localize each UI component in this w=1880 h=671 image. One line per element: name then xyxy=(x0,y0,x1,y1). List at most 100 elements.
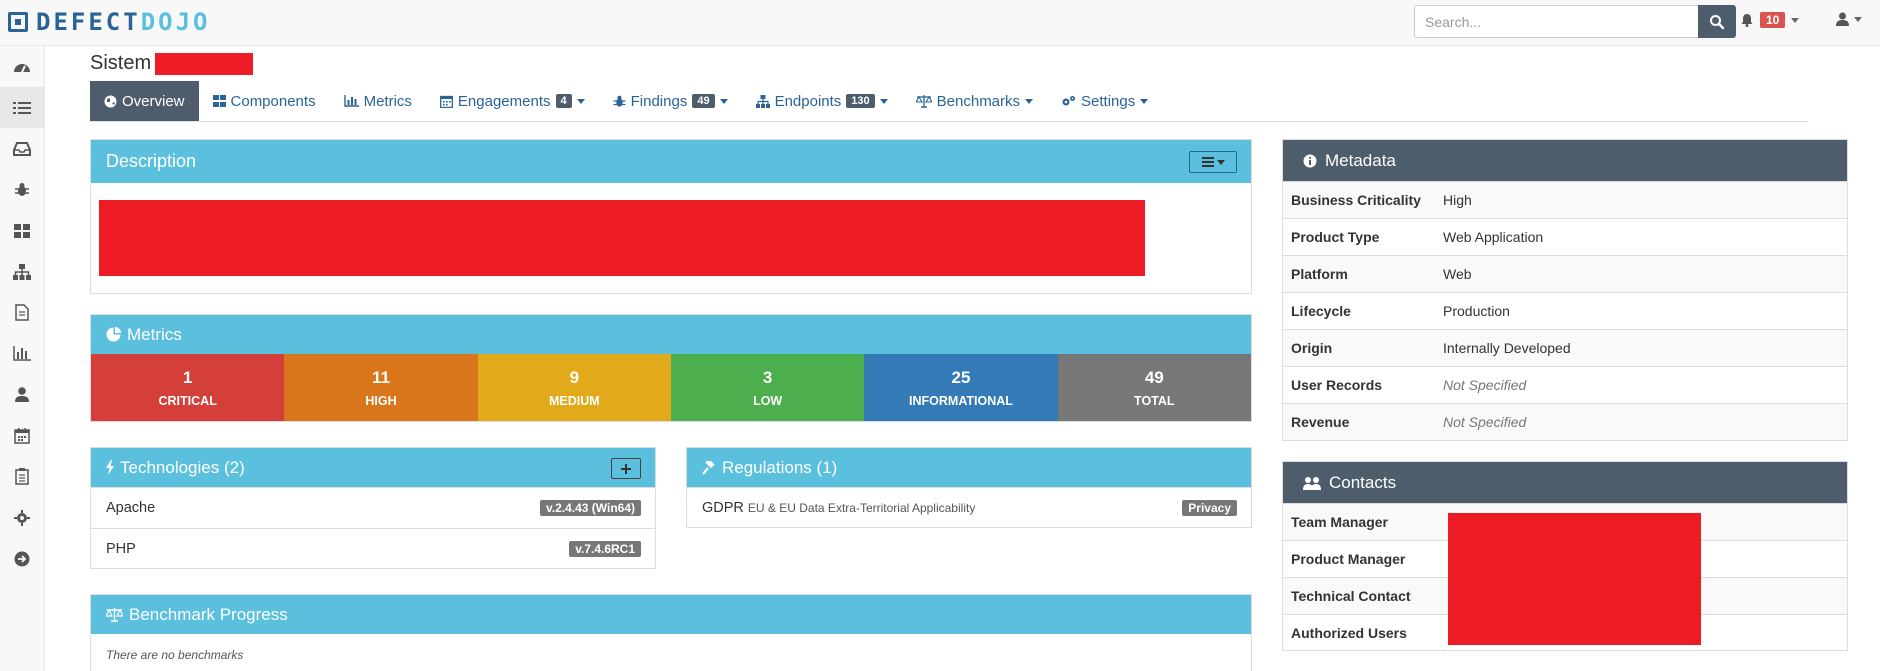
tab-label: Overview xyxy=(122,92,185,110)
technology-row[interactable]: Apache v.2.4.43 (Win64) xyxy=(91,487,655,528)
redacted-block xyxy=(155,52,254,75)
sidebar-item-reports[interactable] xyxy=(0,292,44,333)
technology-row[interactable]: PHP v.7.4.6RC1 xyxy=(91,528,655,569)
metadata-key: Lifecycle xyxy=(1291,303,1351,319)
benchmark-progress-panel: Benchmark Progress There are no benchmar… xyxy=(90,594,1252,671)
bar-chart-icon xyxy=(13,346,31,361)
arrow-right-circle-icon xyxy=(14,551,30,566)
calendar-icon xyxy=(439,95,453,108)
list-icon xyxy=(13,101,31,114)
bars-icon xyxy=(1201,157,1214,167)
calendar-icon xyxy=(14,427,30,444)
sidebar-item-products[interactable] xyxy=(0,87,44,128)
regulation-name: GDPR xyxy=(702,500,744,516)
notification-count-badge: 10 xyxy=(1760,12,1786,28)
engagements-count-badge: 4 xyxy=(555,94,572,108)
tab-label: Endpoints xyxy=(774,92,842,110)
tab-findings[interactable]: Findings 49 xyxy=(599,81,742,121)
notifications-menu[interactable]: 10 xyxy=(1740,12,1800,28)
search-form xyxy=(1414,5,1736,38)
sidebar-item-inbox[interactable] xyxy=(0,128,44,169)
findings-count-badge: 49 xyxy=(692,94,715,108)
sidebar-item-dashboard[interactable] xyxy=(0,46,44,87)
contacts-panel: Contacts Team Manager Product Manager Te… xyxy=(1282,461,1848,651)
users-icon xyxy=(1303,476,1321,490)
regulation-row[interactable]: GDPR EU & EU Data Extra-Territorial Appli… xyxy=(687,487,1251,528)
bug-icon xyxy=(613,95,626,107)
metadata-key: Revenue xyxy=(1291,414,1350,430)
sidebar-item-metrics[interactable] xyxy=(0,333,44,374)
search-icon xyxy=(1710,14,1725,29)
chevron-down-icon xyxy=(1140,98,1149,104)
metric-label: HIGH xyxy=(365,393,397,408)
tab-benchmarks[interactable]: Benchmarks xyxy=(902,81,1047,121)
metadata-row: Origin Internally Developed xyxy=(1283,329,1847,366)
user-icon xyxy=(15,387,29,402)
metric-total[interactable]: 49 TOTAL xyxy=(1057,354,1251,421)
chevron-down-icon xyxy=(719,98,728,104)
metric-medium[interactable]: 9 MEDIUM xyxy=(477,354,671,421)
logo[interactable]: DEFECTDOJO xyxy=(8,8,211,36)
metric-value: 25 xyxy=(951,367,971,387)
search-input[interactable] xyxy=(1414,5,1698,38)
balance-icon xyxy=(106,607,123,622)
sidebar-item-collapse[interactable] xyxy=(0,538,44,579)
redacted-block xyxy=(99,200,1145,276)
metric-label: MEDIUM xyxy=(548,393,600,408)
metric-critical[interactable]: 1 CRITICAL xyxy=(91,354,285,421)
sidebar-item-components[interactable] xyxy=(0,210,44,251)
metadata-value: Web xyxy=(1443,266,1472,282)
tab-overview[interactable]: Overview xyxy=(90,81,199,121)
add-technology-button[interactable] xyxy=(611,458,641,479)
top-navbar: DEFECTDOJO 10 xyxy=(0,0,1880,46)
chevron-down-icon xyxy=(1791,17,1800,23)
sitemap-icon xyxy=(13,263,31,280)
grid-icon xyxy=(14,223,30,238)
metric-low[interactable]: 3 LOW xyxy=(670,354,865,421)
metrics-panel: Metrics 1 CRITICAL 11 HIGH 9 MEDIUM 3 LO… xyxy=(90,314,1252,422)
contact-key: Product Manager xyxy=(1291,551,1406,567)
tab-engagements[interactable]: Engagements 4 xyxy=(426,81,599,121)
sidebar-item-users[interactable] xyxy=(0,374,44,415)
metric-informational[interactable]: 25 INFORMATIONAL xyxy=(864,354,1058,421)
sidebar-item-configuration[interactable] xyxy=(0,497,44,538)
globe-icon xyxy=(104,95,117,107)
info-circle-icon xyxy=(1303,154,1317,167)
sidebar-item-calendar[interactable] xyxy=(0,415,44,456)
metric-value: 9 xyxy=(569,367,580,387)
sidebar-item-questionnaires[interactable] xyxy=(0,456,44,497)
metric-label: INFORMATIONAL xyxy=(909,393,1013,408)
benchmark-title: Benchmark Progress xyxy=(129,604,288,624)
metrics-title: Metrics xyxy=(127,324,182,344)
metric-label: LOW xyxy=(753,393,783,408)
contact-key: Team Manager xyxy=(1291,514,1388,530)
user-menu[interactable] xyxy=(1836,12,1862,26)
tab-label: Components xyxy=(230,92,316,110)
tab-endpoints[interactable]: Endpoints 130 xyxy=(742,81,902,121)
sidebar-item-findings[interactable] xyxy=(0,169,44,210)
regulation-text: GDPR EU & EU Data Extra-Territorial Appli… xyxy=(702,500,975,516)
contact-key: Technical Contact xyxy=(1291,588,1411,604)
metadata-table: Business Criticality High Product Type Web… xyxy=(1283,181,1847,440)
metric-high[interactable]: 11 HIGH xyxy=(284,354,478,421)
metadata-key: Origin xyxy=(1291,340,1333,356)
tab-metrics[interactable]: Metrics xyxy=(330,81,426,121)
contacts-table: Team Manager Product Manager Technical C… xyxy=(1283,503,1847,651)
gears-icon xyxy=(1062,95,1076,105)
bolt-icon xyxy=(106,460,114,475)
logo-text: DEFECTDOJO xyxy=(36,8,211,36)
sidebar-item-endpoints[interactable] xyxy=(0,251,44,292)
metadata-value: Not Specified xyxy=(1443,377,1527,393)
dashboard-icon xyxy=(14,63,30,72)
contacts-header: Contacts xyxy=(1283,462,1847,503)
tab-settings[interactable]: Settings xyxy=(1047,81,1162,121)
benchmark-header: Benchmark Progress xyxy=(91,595,1251,634)
tab-components[interactable]: Components xyxy=(199,81,330,121)
metadata-key: Business Criticality xyxy=(1291,192,1421,208)
metric-value: 1 xyxy=(182,367,193,387)
description-menu-button[interactable] xyxy=(1189,151,1237,173)
metric-label: TOTAL xyxy=(1134,393,1175,408)
technologies-panel: Technologies (2) Apache v.2.4.43 (Win64)… xyxy=(90,447,656,569)
search-button[interactable] xyxy=(1698,5,1736,38)
sidebar xyxy=(0,46,45,671)
